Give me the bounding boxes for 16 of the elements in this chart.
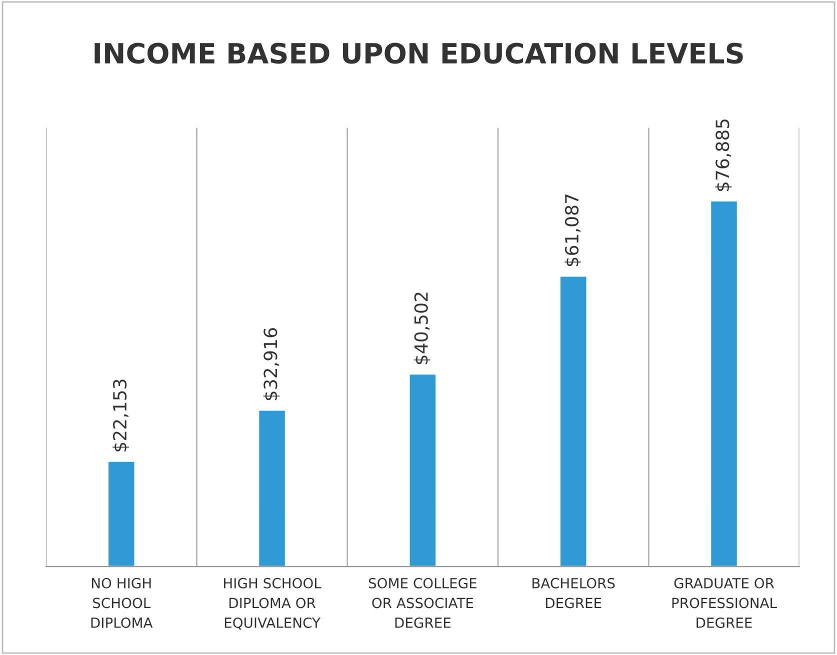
data-label: $40,502 xyxy=(414,292,430,364)
bar xyxy=(710,200,738,567)
bar xyxy=(107,460,136,567)
x-tick-label: NO HIGH SCHOOL DIPLOMA xyxy=(91,578,153,628)
bar xyxy=(559,275,588,567)
data-label: $22,153 xyxy=(112,380,129,452)
data-label: $76,885 xyxy=(715,119,732,192)
bar xyxy=(408,373,437,567)
chart-title: INCOME BASED UPON EDUCATION LEVELS xyxy=(94,42,743,64)
x-tick-label: BACHELORS DEGREE xyxy=(532,578,615,608)
x-tick-label: GRADUATE OR PROFESSIONAL DEGREE xyxy=(672,578,777,628)
data-label: $32,916 xyxy=(263,328,280,400)
x-tick-label: HIGH SCHOOL DIPLOMA OR EQUIVALENCY xyxy=(224,578,322,630)
bar xyxy=(258,409,286,567)
x-tick-label: SOME COLLEGE OR ASSOCIATE DEGREE xyxy=(368,578,476,628)
data-label: $61,087 xyxy=(564,194,581,266)
